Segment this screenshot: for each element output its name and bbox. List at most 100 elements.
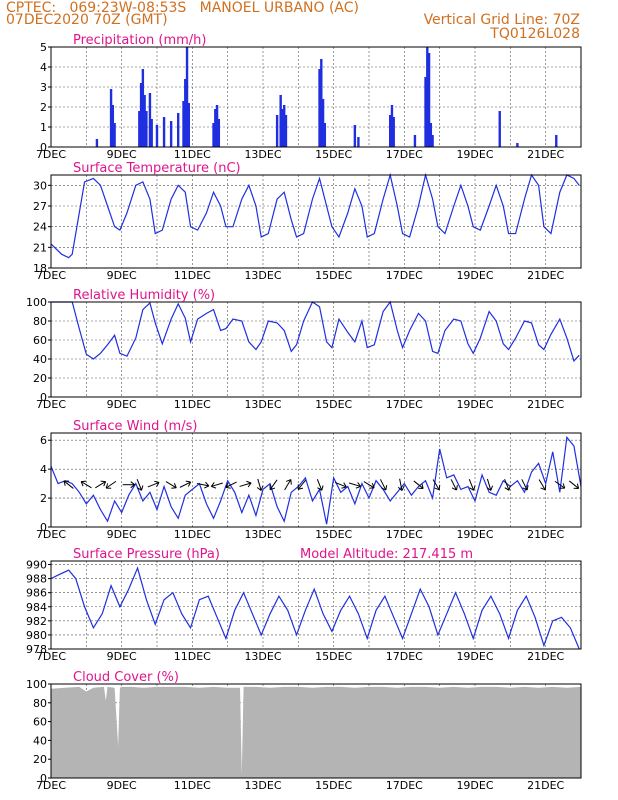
panel-1-title: Precipitation (mm/h)	[73, 33, 206, 48]
panel-3-xtick-label: 11DEC	[174, 398, 211, 411]
panel-5-ytick-label: 984	[26, 601, 47, 614]
precip-bar	[217, 119, 221, 147]
wind-arrow	[316, 478, 324, 491]
wind-arrow	[63, 480, 74, 489]
panel-6-ytick-label: 20	[33, 753, 47, 766]
panel-5-ytick-label: 982	[26, 615, 47, 628]
panel-1	[48, 46, 582, 148]
precip-bar	[155, 125, 159, 147]
panel-3-xtick-label: 7DEC	[36, 398, 66, 411]
panel-5-xtick-label: 21DEC	[527, 650, 564, 663]
panel-4-xtick-label: 7DEC	[36, 528, 66, 541]
panel-2	[48, 172, 582, 269]
panel-2-ytick-label: 24	[33, 221, 47, 234]
panel-4-xtick-label: 13DEC	[244, 528, 281, 541]
precip-bar	[353, 125, 357, 147]
precip-bar	[281, 109, 284, 147]
precip-bar	[283, 105, 286, 147]
panel-4	[48, 432, 582, 528]
precip-bar	[187, 103, 190, 147]
panel-1-xtick-label: 11DEC	[174, 148, 211, 161]
panel-3	[48, 300, 582, 398]
wind-arrow	[196, 481, 210, 489]
panel-4-xtick-label: 17DEC	[386, 528, 423, 541]
panel-6-xtick-label: 15DEC	[315, 779, 352, 792]
precip-bar	[390, 105, 394, 147]
panel-3-title: Relative Humidity (%)	[73, 288, 215, 303]
panel-2-ytick-label: 21	[33, 241, 47, 254]
panel-5-xtick-label: 11DEC	[174, 650, 211, 663]
panel-2-xtick-label: 11DEC	[174, 269, 211, 282]
wind-arrow	[538, 479, 547, 491]
precip-bar	[555, 135, 558, 147]
panel-2-xtick-label: 15DEC	[315, 269, 352, 282]
panel-3-xtick-label: 9DEC	[107, 398, 137, 411]
panel-3-xtick-label: 17DEC	[386, 398, 423, 411]
precip-bar	[424, 77, 427, 147]
wind-arrow	[413, 480, 424, 489]
panel-6-xtick-label: 21DEC	[527, 779, 564, 792]
precip-bar	[284, 115, 288, 147]
precip-bar	[141, 69, 145, 147]
panel-2-xtick-label: 21DEC	[527, 269, 564, 282]
wind-arrow	[147, 480, 160, 488]
panel-3-xtick-label: 19DEC	[456, 398, 493, 411]
precip-bar	[429, 123, 433, 147]
panel-3-ytick-label: 100	[26, 296, 47, 309]
panel-1-ytick-label: 0	[40, 141, 47, 154]
precip-bar	[426, 47, 429, 147]
panel-2-ytick-label: 18	[33, 262, 47, 275]
panel-4-ytick-label: 2	[40, 492, 47, 505]
panel-2-xtick-label: 19DEC	[456, 269, 493, 282]
surface-wind-m-s-line	[50, 435, 582, 525]
wind-arrow	[468, 478, 476, 491]
panel-6-xtick-label: 19DEC	[456, 779, 493, 792]
wind-arrow	[105, 480, 117, 489]
wind-arrow	[95, 480, 107, 489]
wind-arrow	[269, 479, 278, 491]
wind-arrow	[568, 480, 580, 489]
wind-arrow	[297, 479, 307, 490]
panel-4-frame	[50, 432, 582, 528]
precip-bar	[212, 123, 215, 147]
precip-bar	[516, 143, 519, 147]
panel-4-xtick-label: 15DEC	[315, 528, 352, 541]
precip-bar	[184, 79, 187, 147]
panel-1-ytick-label: 5	[40, 41, 47, 54]
panel-3-xtick-label: 13DEC	[244, 398, 281, 411]
wind-arrow	[210, 482, 223, 489]
panel-1-xtick-label: 17DEC	[386, 148, 423, 161]
panel-2-xtick-label: 17DEC	[386, 269, 423, 282]
panel-6-ytick-label: 0	[40, 772, 47, 785]
precip-bar	[150, 119, 153, 147]
panel-6	[48, 683, 582, 779]
panel-6-xtick-label: 11DEC	[174, 779, 211, 792]
precip-bar	[275, 115, 279, 147]
wind-arrow	[179, 480, 192, 488]
panel-3-xtick-label: 15DEC	[315, 398, 352, 411]
precip-bar	[498, 111, 501, 147]
panel-5-xtick-label: 19DEC	[456, 650, 493, 663]
panel-4-title: Surface Wind (m/s)	[73, 419, 197, 434]
panel-2-xtick-label: 13DEC	[244, 269, 281, 282]
panel-5-xtick-label: 9DEC	[107, 650, 137, 663]
panel-5-xtick-label: 7DEC	[36, 650, 66, 663]
precip-bar	[427, 53, 431, 147]
panel-5-ytick-label: 990	[26, 559, 47, 572]
panel-6-xtick-label: 7DEC	[36, 779, 66, 792]
panel-6-xtick-label: 9DEC	[107, 779, 137, 792]
panel-3-ytick-label: 80	[33, 315, 47, 328]
panel-2-frame	[50, 174, 582, 269]
panel-1-xtick-label: 21DEC	[527, 148, 564, 161]
wind-arrow	[397, 478, 405, 491]
panel-1-xtick-label: 7DEC	[36, 148, 66, 161]
precip-bar	[321, 99, 325, 147]
panel-3-xtick-label: 21DEC	[527, 398, 564, 411]
wind-arrow	[136, 478, 144, 491]
panel-1-xtick-label: 15DEC	[315, 148, 352, 161]
precip-bar	[111, 105, 115, 147]
panel-6-xtick-label: 17DEC	[386, 779, 423, 792]
station-header: CPTEC: 069:23W-08:53S MANOEL URBANO (AC)	[6, 0, 359, 16]
precip-bar	[214, 109, 217, 147]
precip-bar	[323, 123, 327, 147]
